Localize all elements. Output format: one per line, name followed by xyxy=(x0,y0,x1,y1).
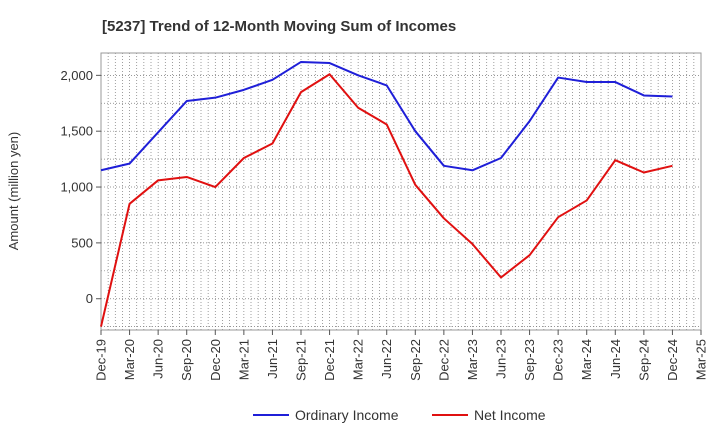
y-tick-label: 1,500 xyxy=(60,124,93,139)
x-tick-label: Dec-23 xyxy=(551,339,566,381)
x-tick-label: Sep-22 xyxy=(408,339,423,381)
x-tick-label: Dec-24 xyxy=(665,339,680,381)
x-tick-label: Mar-24 xyxy=(579,339,594,380)
plot-frame xyxy=(100,52,702,331)
y-tick-labels: 0 500 1,000 1,500 2,000 xyxy=(60,68,101,306)
x-tick-label: Jun-22 xyxy=(379,339,394,379)
y-tick-label: 500 xyxy=(71,235,93,250)
x-tick-label: Jun-21 xyxy=(265,339,280,379)
x-tick-label: Sep-23 xyxy=(522,339,537,381)
series-line-net-income xyxy=(100,73,673,327)
x-tick-label: Jun-20 xyxy=(151,339,166,379)
x-tick-label: Sep-24 xyxy=(636,339,651,381)
chart-title: [5237] Trend of 12-Month Moving Sum of I… xyxy=(102,18,456,35)
legend-label: Net Income xyxy=(474,407,546,423)
grid xyxy=(101,53,701,330)
x-tick-label: Sep-20 xyxy=(179,339,194,381)
y-tick-label: 2,000 xyxy=(60,68,93,83)
x-tick-labels: Dec-19 Mar-20 Jun-20 Sep-20 Dec-20 Mar-21 Jun-… xyxy=(94,330,709,381)
series-lines xyxy=(100,60,673,327)
legend: Ordinary Income Net Income xyxy=(253,407,546,423)
x-tick-label: Mar-23 xyxy=(465,339,480,380)
x-tick-label: Mar-22 xyxy=(351,339,366,380)
x-tick-label: Jun-23 xyxy=(494,339,509,379)
x-tick-label: Dec-20 xyxy=(208,339,223,381)
x-tick-label: Mar-25 xyxy=(694,339,709,380)
y-tick-label: 0 xyxy=(86,291,93,306)
legend-label: Ordinary Income xyxy=(295,407,399,423)
x-tick-label: Mar-20 xyxy=(122,339,137,380)
x-tick-label: Sep-21 xyxy=(294,339,309,381)
x-tick-label: Mar-21 xyxy=(236,339,251,380)
y-axis-label: Amount (million yen) xyxy=(6,132,21,251)
x-tick-label: Jun-24 xyxy=(608,339,623,379)
x-tick-label: Dec-21 xyxy=(322,339,337,381)
series-line-ordinary-income xyxy=(100,60,673,172)
x-tick-label: Dec-22 xyxy=(436,339,451,381)
y-tick-label: 1,000 xyxy=(60,180,93,195)
x-tick-label: Dec-19 xyxy=(94,339,109,381)
